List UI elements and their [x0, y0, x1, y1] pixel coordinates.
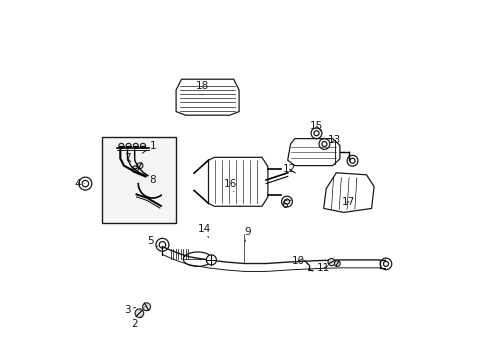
Circle shape	[137, 163, 142, 168]
Text: 13: 13	[327, 135, 341, 145]
Polygon shape	[208, 157, 267, 206]
Polygon shape	[287, 139, 339, 166]
Circle shape	[126, 143, 131, 148]
Text: 3: 3	[124, 305, 135, 315]
Circle shape	[327, 258, 335, 266]
Text: 11: 11	[316, 263, 330, 273]
Text: 10: 10	[291, 256, 305, 266]
Text: 16: 16	[223, 179, 236, 192]
Text: 5: 5	[147, 236, 157, 247]
Text: 2: 2	[131, 317, 142, 329]
Ellipse shape	[183, 252, 212, 266]
Text: 15: 15	[309, 121, 323, 131]
Circle shape	[135, 309, 143, 318]
Circle shape	[133, 143, 138, 148]
Text: 1: 1	[142, 141, 156, 153]
Text: 6: 6	[280, 200, 291, 210]
Text: 18: 18	[195, 81, 208, 94]
Circle shape	[334, 261, 340, 266]
FancyBboxPatch shape	[102, 137, 176, 223]
Text: 8: 8	[146, 175, 156, 185]
Circle shape	[132, 166, 138, 172]
Text: 4: 4	[75, 179, 84, 189]
Text: 12: 12	[282, 164, 296, 174]
Circle shape	[142, 303, 150, 311]
Text: 9: 9	[244, 227, 251, 242]
Text: 7: 7	[124, 153, 131, 163]
Polygon shape	[323, 173, 373, 212]
Circle shape	[140, 143, 145, 148]
Polygon shape	[176, 79, 239, 115]
Text: 17: 17	[342, 197, 355, 207]
Circle shape	[206, 255, 216, 265]
Text: 14: 14	[197, 224, 210, 238]
Circle shape	[119, 143, 123, 148]
